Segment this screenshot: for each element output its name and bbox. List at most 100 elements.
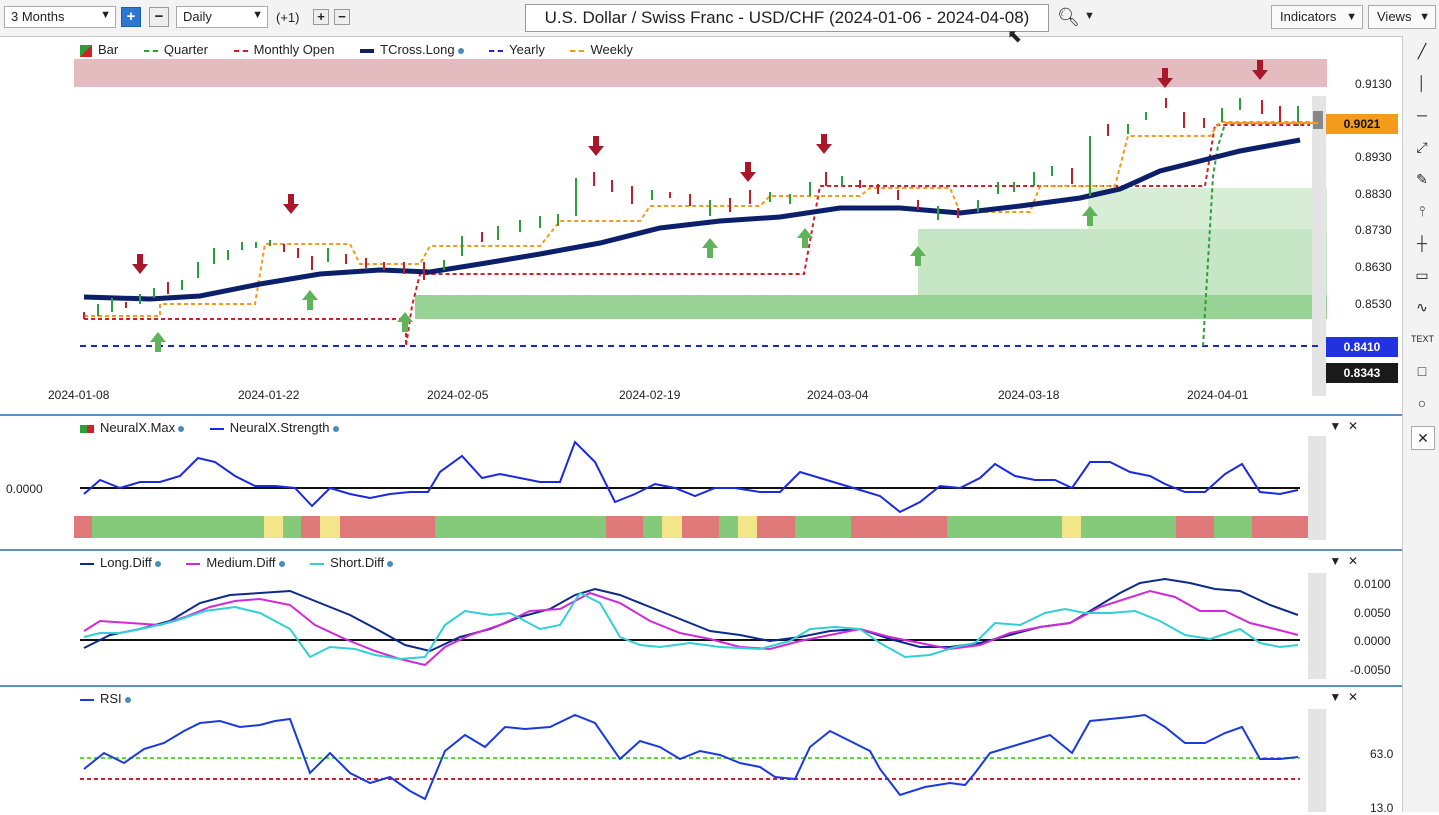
indicators-label: Indicators [1280,9,1337,24]
ray-icon[interactable]: ⤢ [1416,139,1428,155]
strength-segment [340,516,435,538]
date-axis-label: 2024-03-18 [998,388,1060,402]
strength-segment [795,516,851,538]
support-zone-1 [415,295,1327,319]
rsi-chart [80,709,1326,812]
legend-bar[interactable]: Bar [80,42,118,57]
settings-dot-icon[interactable] [178,425,185,432]
strength-segment [92,516,264,538]
settings-dot-icon[interactable] [332,425,339,432]
strength-segment [643,516,662,538]
interval-dropdown[interactable]: Daily ▼ [176,6,268,28]
close-icon[interactable]: ✕ [1347,554,1358,568]
strength-segment [738,516,757,538]
settings-dot-icon[interactable] [154,560,161,567]
diff-axis-label: 0.0050 [1354,606,1391,620]
fork-icon[interactable]: ⫯ [1418,203,1426,219]
pane-separator[interactable] [0,414,1402,416]
diff-axis-label: 0.0100 [1354,577,1391,591]
diff-chart [80,573,1326,679]
diff-pane[interactable]: Long.Diff Medium.Diff Short.Diff 0.0100 … [0,551,1402,685]
legend-neuralx-max[interactable]: NeuralX.Max [80,420,185,435]
medium-diff-line [83,589,1299,667]
legend-yearly[interactable]: Yearly [489,42,545,57]
chevron-down-icon[interactable]: ▼ [1329,690,1342,704]
pane-separator[interactable] [0,685,1402,687]
wave-icon[interactable]: ∿ [1416,299,1428,315]
indicators-button[interactable]: Indicators ▼ [1271,5,1363,29]
rsi-axis-label: 13.0 [1370,801,1394,815]
symbol-title[interactable]: U.S. Dollar / Swiss Franc - USD/CHF (202… [525,4,1049,32]
settings-dot-icon[interactable] [278,560,285,567]
trend-line-icon[interactable]: ╱ [1417,43,1427,59]
strength-segment [1081,516,1176,538]
chevron-down-icon: ▼ [100,9,111,21]
long-swatch-icon [80,562,94,565]
legend-label: Quarter [163,42,208,57]
legend-label: Weekly [590,42,633,57]
short-swatch-icon [310,562,325,565]
zoom-out-button[interactable]: − [149,7,169,27]
rsi-scroll[interactable] [1308,709,1326,812]
legend-tcross-long[interactable]: TCross.Long [360,42,464,57]
chevron-down-icon: ▼ [252,9,263,21]
zoom-in-button[interactable]: + [121,7,141,27]
rsi-pane[interactable]: RSI 63.0 13.0 ▼ ✕ [0,687,1402,815]
legend-weekly[interactable]: Weekly [570,42,633,57]
views-button[interactable]: Views ▼ [1368,5,1436,29]
sell-arrow-icon [1252,60,1268,80]
weekly-line [84,121,1310,317]
price-scroll[interactable] [1312,96,1326,396]
settings-dot-icon[interactable] [457,47,464,54]
offset-decrease-button[interactable]: − [334,9,350,25]
neuralx-scroll[interactable] [1308,436,1326,540]
legend-long-diff[interactable]: Long.Diff [80,555,161,570]
period-dropdown[interactable]: 3 Months ▼ [4,6,116,28]
rsi-axis-label: 63.0 [1370,747,1394,761]
search-icon[interactable]: 🔍︎ [1057,7,1080,27]
legend-neuralx-strength[interactable]: NeuralX.Strength [209,420,339,435]
chevron-down-icon[interactable]: ▼ [1084,10,1095,22]
offset-increase-button[interactable]: + [313,9,329,25]
pane-controls[interactable]: ▼ ✕ [1329,690,1358,704]
circle-icon[interactable]: ○ [1417,395,1427,411]
pane-controls[interactable]: ▼ ✕ [1329,554,1358,568]
close-icon[interactable]: ✕ [1411,426,1435,450]
vertical-line-icon[interactable]: │ [1417,75,1427,91]
callout-icon[interactable]: ▭ [1415,267,1429,283]
pen-icon[interactable]: ✎ [1416,171,1428,187]
strength-segment [1252,516,1308,538]
strength-segment [264,516,283,538]
settings-dot-icon[interactable] [124,696,131,703]
price-scroll-thumb[interactable] [1313,111,1323,129]
quarter-swatch-icon [143,49,158,52]
legend-monthly-open[interactable]: Monthly Open [233,42,335,57]
mouse-cursor-icon: ⬉ [1007,26,1023,46]
strength-swatch-icon [209,427,224,430]
settings-dot-icon[interactable] [387,560,394,567]
neuralx-pane[interactable]: NeuralX.Max NeuralX.Strength 0.0000 ▼ ✕ [0,416,1402,549]
price-pane[interactable]: Bar Quarter Monthly Open TCross.Long Yea… [0,36,1402,414]
horizontal-line-icon[interactable]: ─ [1417,107,1427,123]
close-icon[interactable]: ✕ [1347,690,1358,704]
legend-medium-diff[interactable]: Medium.Diff [186,555,285,570]
pane-separator[interactable] [0,549,1402,551]
legend-short-diff[interactable]: Short.Diff [310,555,394,570]
price-axis-label: 0.8530 [1355,297,1392,311]
date-axis-label: 2024-04-01 [1187,388,1249,402]
text-icon[interactable]: TEXT [1411,334,1435,344]
legend-quarter[interactable]: Quarter [143,42,208,57]
legend-label: Yearly [509,42,545,57]
rsi-swatch-icon [80,698,94,701]
pane-controls[interactable]: ▼ ✕ [1329,419,1358,433]
rectangle-icon[interactable]: □ [1417,363,1427,379]
legend-rsi[interactable]: RSI [80,691,131,706]
chevron-down-icon[interactable]: ▼ [1329,554,1342,568]
close-icon[interactable]: ✕ [1347,419,1358,433]
max-swatch-icon [80,424,94,433]
crosshair-icon[interactable]: ┼ [1417,235,1427,251]
diff-scroll[interactable] [1308,573,1326,679]
buy-arrow-icon [910,246,926,266]
chevron-down-icon[interactable]: ▼ [1329,419,1342,433]
buy-arrow-icon [702,238,718,258]
